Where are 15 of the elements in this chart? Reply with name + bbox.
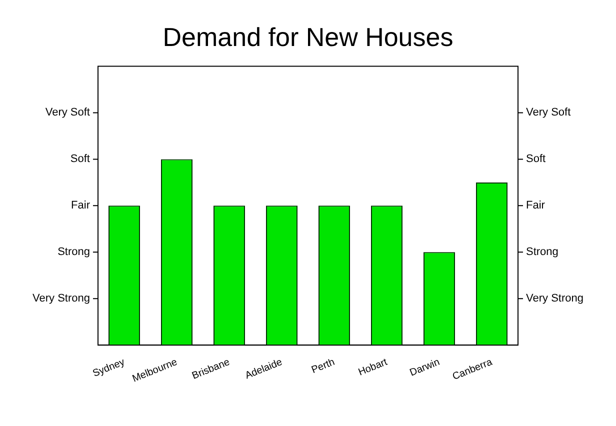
text: Very Strong bbox=[526, 292, 584, 305]
x-tick-label: Sydney bbox=[91, 356, 126, 380]
x-tick-label: Perth bbox=[310, 356, 336, 376]
x-tick-label: Darwin bbox=[408, 356, 442, 379]
text: Soft bbox=[70, 153, 90, 166]
x-tick-label: Hobart bbox=[356, 356, 390, 378]
text: Strong bbox=[58, 246, 90, 258]
chart-title: Demand for New Houses bbox=[162, 22, 454, 52]
text: Fair bbox=[526, 200, 545, 212]
text: Fair bbox=[71, 200, 90, 212]
text: Very Soft bbox=[526, 106, 571, 119]
text: Strong bbox=[526, 246, 558, 258]
text: Very Strong bbox=[32, 292, 90, 305]
text: Very Soft bbox=[45, 106, 90, 119]
text: Soft bbox=[526, 153, 546, 166]
